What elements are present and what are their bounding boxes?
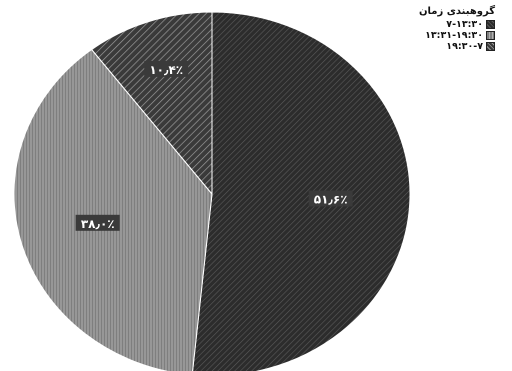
legend-swatch-2	[486, 31, 496, 40]
data-label-bg-2	[75, 214, 120, 231]
legend-item-1: ۷-۱۳:۳۰	[419, 19, 496, 30]
data-label-bg-1	[308, 190, 353, 207]
legend-item-2: ۱۳:۳۱-۱۹:۳۰	[419, 30, 496, 41]
pie-slice-1	[192, 11, 411, 371]
data-label-1: ۵۱٫۶٪	[314, 192, 348, 206]
legend: گروهبندی زمان ۷-۱۳:۳۰ ۱۳:۳۱-۱۹:۳۰ ۱۹:۳۰-…	[419, 6, 496, 52]
legend-label-2: ۱۳:۳۱-۱۹:۳۰	[425, 30, 484, 41]
pie-slice-2	[13, 48, 213, 371]
pie-slice-3	[90, 11, 213, 196]
data-label-3: ۱۰٫۴٪	[149, 63, 183, 77]
legend-label-3: ۱۹:۳۰-۷	[446, 41, 484, 52]
legend-swatch-3	[486, 42, 496, 51]
legend-label-1: ۷-۱۳:۳۰	[446, 19, 484, 30]
data-label-2: ۳۸٫۰٪	[81, 217, 115, 231]
legend-item-3: ۱۹:۳۰-۷	[419, 41, 496, 52]
legend-title: گروهبندی زمان	[419, 6, 496, 17]
data-label-bg-3	[144, 60, 189, 77]
legend-swatch-1	[486, 20, 496, 29]
